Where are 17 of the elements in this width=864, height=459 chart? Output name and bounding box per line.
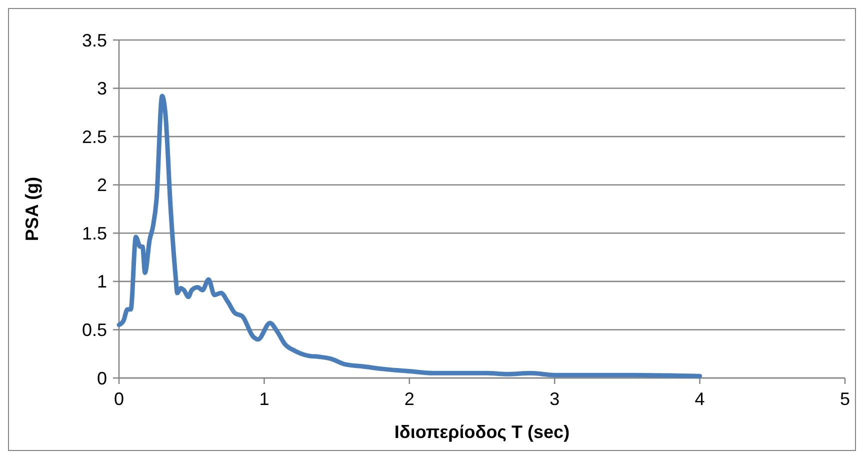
y-tick-label: 1 bbox=[96, 272, 107, 292]
x-tick-label: 2 bbox=[404, 389, 414, 409]
x-tick-label: 5 bbox=[840, 389, 850, 409]
x-tick-label: 1 bbox=[259, 389, 270, 409]
line-series bbox=[116, 94, 702, 378]
y-tick-label: 2 bbox=[96, 175, 107, 196]
y-tick-label: 1.5 bbox=[82, 223, 107, 244]
x-tick-label: 4 bbox=[694, 389, 705, 409]
y-axis-title: PSA (g) bbox=[22, 176, 42, 242]
x-axis-title: Ιδιοπερίοδος T (sec) bbox=[394, 422, 570, 442]
x-tick-label: 0 bbox=[114, 389, 124, 409]
x-tick-label: 3 bbox=[550, 389, 560, 409]
y-tick-label: 3 bbox=[96, 78, 107, 99]
y-tick-label: 0 bbox=[96, 368, 107, 388]
y-tick-label: 2.5 bbox=[82, 126, 107, 147]
y-tick-label: 0.5 bbox=[82, 320, 107, 340]
y-tick-label: 3.5 bbox=[82, 30, 107, 50]
